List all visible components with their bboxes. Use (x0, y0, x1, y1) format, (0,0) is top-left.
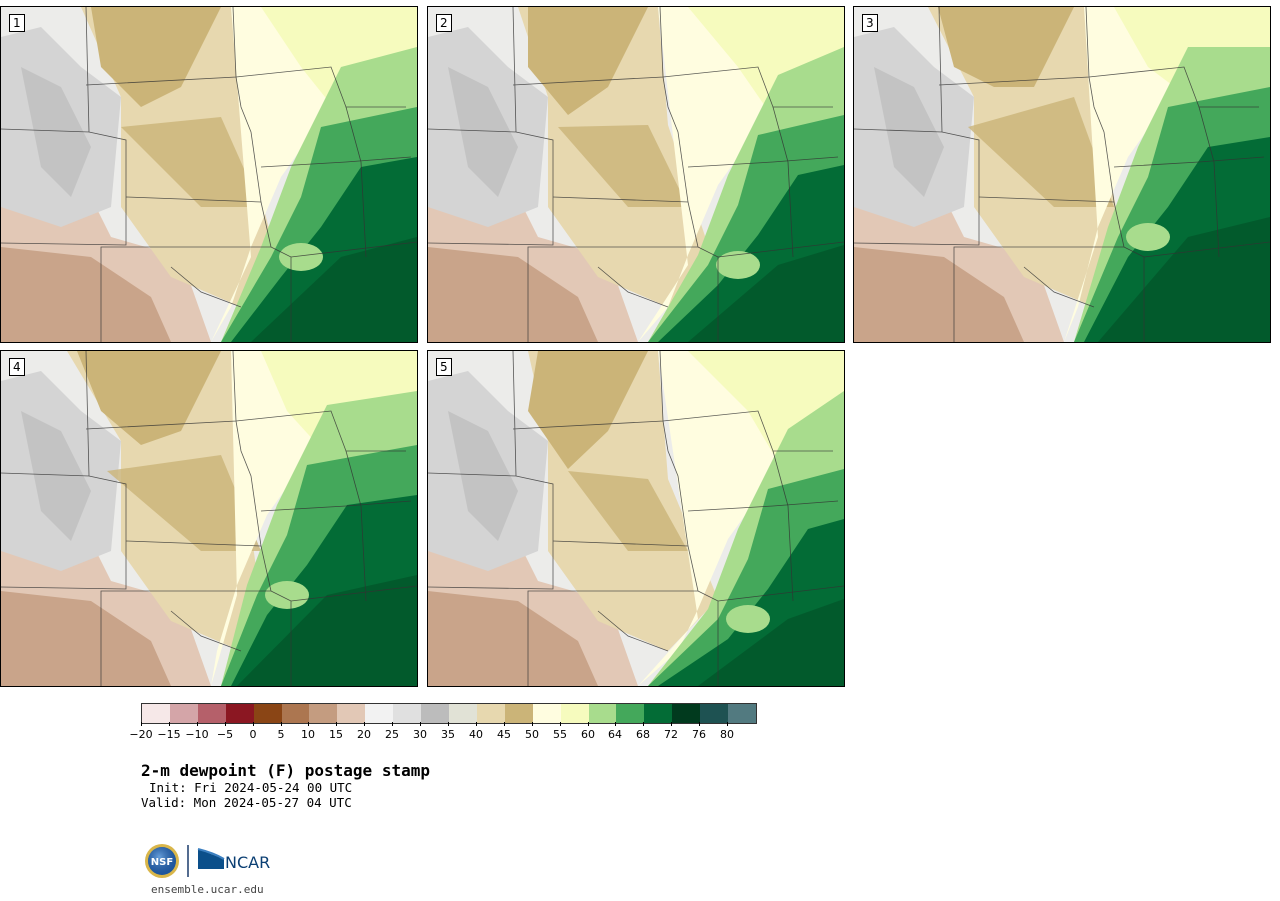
colorbar-swatch (672, 704, 701, 723)
colorbar-tick-label: 15 (329, 728, 343, 741)
colorbar-tick-label: −15 (157, 728, 181, 741)
colorbar-tick-label: 25 (385, 728, 399, 741)
colorbar-swatch (393, 704, 422, 723)
colorbar-swatch (560, 704, 589, 723)
colorbar-tick-label: 55 (553, 728, 567, 741)
dewpoint-map (428, 7, 844, 342)
colorbar-tick (420, 722, 421, 726)
colorbar-swatch (142, 704, 170, 723)
colorbar-tick-label: 0 (249, 728, 257, 741)
colorbar-swatch (253, 704, 282, 723)
colorbar-swatch (644, 704, 673, 723)
colorbar-tick (448, 722, 449, 726)
colorbar-tick (727, 722, 728, 726)
colorbar-swatch (616, 704, 645, 723)
colorbar-tick (308, 722, 309, 726)
colorbar-swatch (700, 704, 729, 723)
colorbar-tick (560, 722, 561, 726)
colorbar-tick-label: 10 (301, 728, 315, 741)
colorbar-tick-label: −10 (185, 728, 209, 741)
colorbar-swatch (448, 704, 477, 723)
colorbar-swatch (225, 704, 254, 723)
colorbar-swatch (309, 704, 338, 723)
colorbar-tick (699, 722, 700, 726)
colorbar-tick (253, 722, 254, 726)
nsf-logo-text: NSF (151, 857, 173, 868)
colorbar-tick-label: 80 (720, 728, 734, 741)
colorbar-swatch (197, 704, 226, 723)
colorbar-tick-label: 20 (357, 728, 371, 741)
colorbar-tick-label: 35 (441, 728, 455, 741)
colorbar-tick (671, 722, 672, 726)
map-panel: 4 (0, 350, 418, 687)
dewpoint-map (1, 351, 417, 686)
colorbar-tick (281, 722, 282, 726)
colorbar-tick-label: 64 (608, 728, 622, 741)
init-time: Init: Fri 2024-05-24 00 UTC (149, 780, 353, 795)
colorbar-swatch (476, 704, 505, 723)
colorbar-swatch (337, 704, 366, 723)
dewpoint-map (1, 7, 417, 342)
panel-number: 5 (436, 358, 452, 376)
map-panel: 3 (853, 6, 1271, 343)
valid-time: Valid: Mon 2024-05-27 04 UTC (141, 795, 352, 810)
colorbar-tick (169, 722, 170, 726)
map-panel: 2 (427, 6, 845, 343)
colorbar-tick-label: −20 (129, 728, 153, 741)
colorbar-tick (197, 722, 198, 726)
sponsor-logos: NSF NCAR (144, 843, 274, 879)
website-link[interactable]: ensemble.ucar.edu (151, 883, 264, 896)
panel-number: 4 (9, 358, 25, 376)
colorbar-swatch (728, 704, 756, 723)
map-panel: 1 (0, 6, 418, 343)
colorbar-tick (336, 722, 337, 726)
colorbar-ticks: −20 −15 −10 −5 0 5 10 15 20 25 30 35 40 45 50 55 60 64 68 7… (129, 722, 757, 742)
colorbar-tick-label: 68 (636, 728, 650, 741)
colorbar-tick (615, 722, 616, 726)
colorbar-tick-label: 5 (277, 728, 285, 741)
panel-number: 3 (862, 14, 878, 32)
colorbar-swatch (281, 704, 310, 723)
colorbar-swatch (532, 704, 561, 723)
colorbar-tick-label: 45 (497, 728, 511, 741)
colorbar-tick-label: −5 (216, 728, 234, 741)
colorbar-swatch (588, 704, 617, 723)
colorbar-tick-label: 40 (469, 728, 483, 741)
colorbar-tick (504, 722, 505, 726)
panel-number: 2 (436, 14, 452, 32)
panel-number: 1 (9, 14, 25, 32)
map-panel: 5 (427, 350, 845, 687)
colorbar-tick-label: 50 (525, 728, 539, 741)
dewpoint-colorbar (141, 703, 757, 724)
nsf-logo: NSF (145, 844, 179, 878)
colorbar-swatch (421, 704, 449, 723)
colorbar-tick (588, 722, 589, 726)
colorbar-tick (476, 722, 477, 726)
colorbar-swatch (504, 704, 533, 723)
colorbar-tick-label: 60 (581, 728, 595, 741)
ncar-logo-text: NCAR (225, 853, 270, 872)
colorbar-tick (225, 722, 226, 726)
colorbar-tick-label: 72 (664, 728, 678, 741)
colorbar-swatch (365, 704, 394, 723)
colorbar-tick (643, 722, 644, 726)
colorbar-tick-label: 76 (692, 728, 706, 741)
colorbar-tick-label: 30 (413, 728, 427, 741)
colorbar-tick (532, 722, 533, 726)
ncar-logo: NCAR (197, 848, 270, 872)
map-title: 2-m dewpoint (F) postage stamp (141, 761, 430, 780)
colorbar-tick (141, 722, 142, 726)
colorbar-swatch (169, 704, 198, 723)
colorbar-tick (364, 722, 365, 726)
dewpoint-map (428, 351, 844, 686)
colorbar-tick (392, 722, 393, 726)
dewpoint-map (854, 7, 1270, 342)
